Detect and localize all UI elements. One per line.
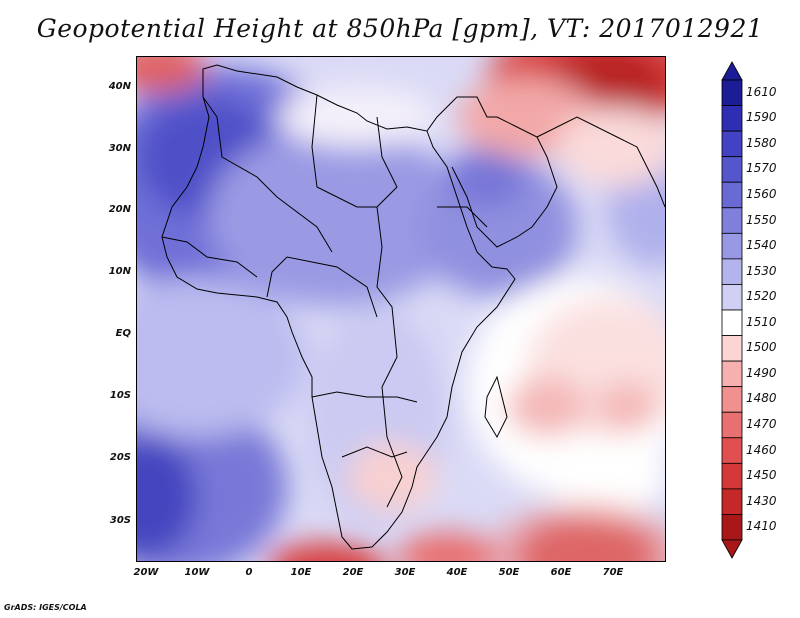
lat-label-20n: 20N (108, 204, 131, 215)
lon-label-10e: 10E (290, 567, 312, 578)
lat-label-30s: 30S (109, 515, 131, 526)
lon-label-10w: 10W (184, 567, 210, 578)
lat-label-eq: EQ (115, 328, 131, 339)
colorbar-cell (721, 488, 743, 515)
colorbar-cell (721, 386, 743, 413)
lon-label-20e: 20E (342, 567, 364, 578)
colorbar-cell (721, 130, 743, 158)
colorbar-label: 1560 (746, 187, 777, 201)
colorbar (721, 61, 743, 559)
colorbar-label: 1430 (746, 493, 777, 508)
height-field-map (137, 57, 665, 561)
colorbar-cell (721, 309, 743, 336)
colorbar-label: 1410 (746, 519, 777, 534)
colorbar-top-arrow (721, 61, 743, 81)
colorbar-label: 1460 (746, 442, 777, 457)
colorbar-cell (721, 258, 743, 285)
colorbar-label: 1610 (746, 84, 777, 99)
colorbar-cell (721, 79, 743, 106)
lat-label-20s: 20S (109, 452, 131, 463)
lon-label-50e: 50E (498, 567, 520, 578)
lat-label-10s: 10S (109, 390, 131, 401)
colorbar-label: 1480 (746, 391, 777, 406)
colorbar-cell (721, 462, 743, 490)
colorbar-label: 1500 (746, 340, 777, 355)
colorbar-label: 1470 (746, 417, 777, 431)
colorbar-label: 1530 (746, 263, 777, 278)
lon-label-70e: 70E (602, 567, 624, 578)
lon-label-60e: 60E (550, 567, 572, 578)
colorbar-cell (721, 156, 743, 183)
colorbar-label: 1580 (746, 135, 777, 150)
colorbar-cell (721, 232, 743, 260)
colorbar-label: 1490 (746, 365, 777, 380)
colorbar-label: 1520 (746, 289, 777, 304)
lon-label-0: 0 (245, 567, 253, 578)
colorbar-label: 1540 (746, 238, 777, 253)
lat-label-40n: 40N (108, 81, 131, 92)
lat-label-10n: 10N (108, 266, 131, 277)
colorbar-label: 1590 (746, 110, 777, 125)
colorbar-label: 1570 (746, 161, 777, 176)
colorbar-cell (721, 411, 743, 439)
colorbar-label: 1510 (746, 314, 777, 329)
colorbar-cell (721, 514, 743, 541)
map-title: Geopotential Height at 850hPa [gpm], VT:… (36, 14, 764, 43)
colorbar-cell (721, 360, 743, 388)
colorbar-label: 1550 (746, 212, 777, 227)
colorbar-cell (721, 105, 743, 132)
colorbar-cell (721, 284, 743, 311)
lon-label-30e: 30E (394, 567, 416, 578)
colorbar-cell (721, 335, 743, 362)
colorbar-cell (721, 437, 743, 464)
colorbar-label: 1450 (746, 468, 777, 483)
colorbar-cell (721, 181, 743, 209)
lon-label-40e: 40E (446, 567, 468, 578)
colorbar-bottom-arrow (721, 539, 743, 559)
lon-label-20w: 20W (133, 567, 159, 578)
map-panel (136, 56, 666, 562)
grads-credit: GrADS: IGES/COLA (4, 603, 87, 612)
lat-label-30n: 30N (108, 143, 131, 154)
colorbar-cell (721, 207, 743, 234)
